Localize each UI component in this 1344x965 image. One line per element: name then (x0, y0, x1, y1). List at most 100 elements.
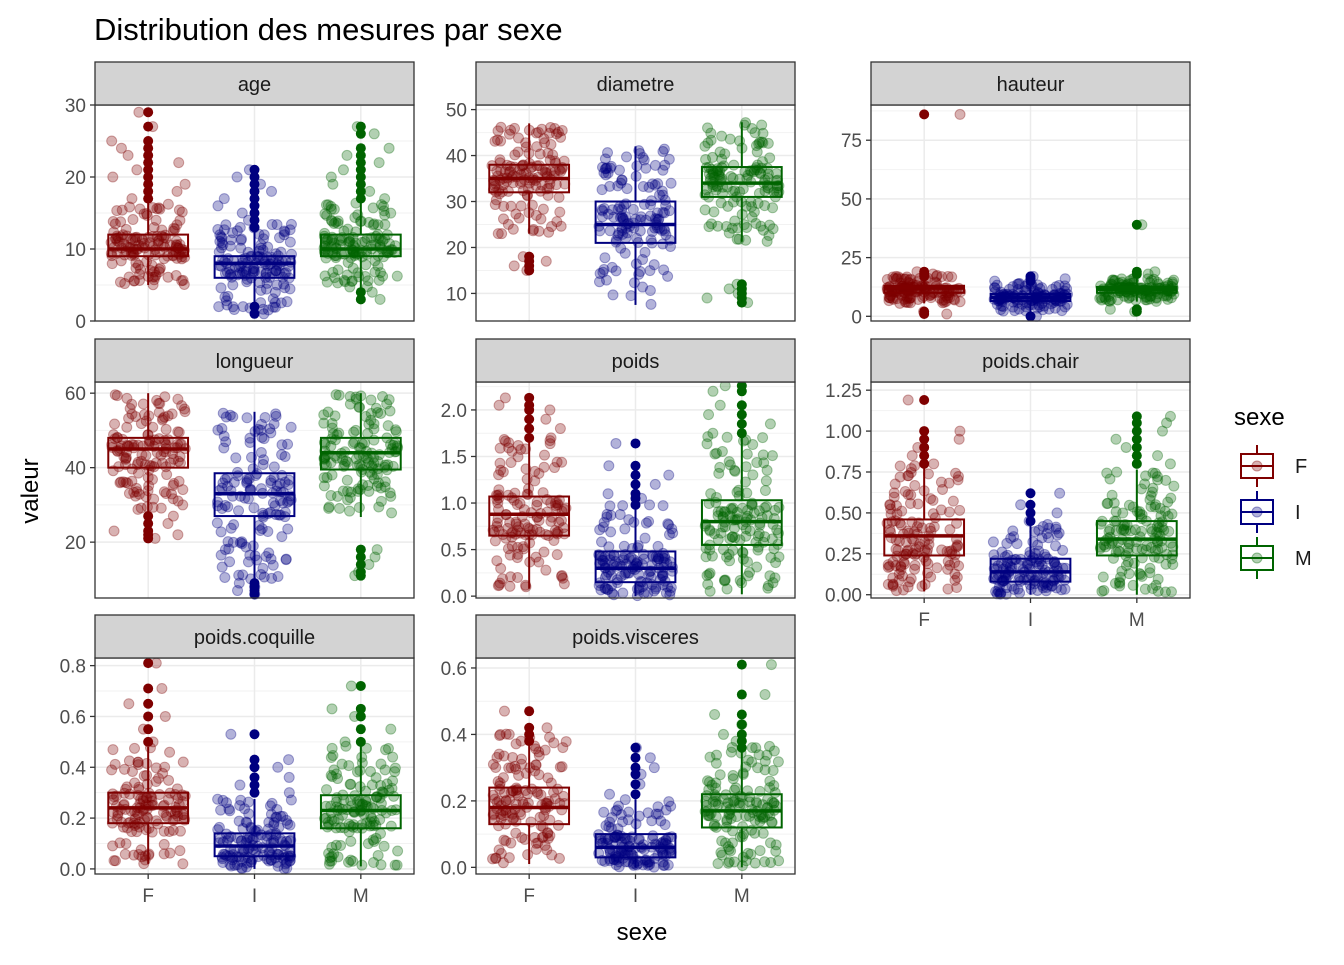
outlier-point (143, 143, 154, 154)
y-tick-label: 0.75 (825, 463, 862, 484)
outlier-point (524, 414, 535, 425)
jitter-point (115, 216, 127, 228)
jitter-point (600, 169, 612, 181)
jitter-point (757, 449, 769, 461)
jitter-point (325, 203, 337, 215)
jitter-point (658, 207, 670, 219)
jitter-point (726, 222, 738, 234)
y-tick-label: 0.2 (60, 809, 86, 830)
chart-title: Distribution des mesures par sexe (94, 12, 563, 47)
jitter-point (704, 544, 716, 556)
outlier-point (1025, 499, 1036, 510)
jitter-point (361, 232, 373, 244)
jitter-point (318, 472, 330, 484)
jitter-point (126, 398, 138, 410)
jitter-point (598, 264, 610, 276)
jitter-point (385, 820, 397, 832)
jitter-point (117, 476, 129, 488)
jitter-point (241, 861, 253, 873)
jitter-point (596, 184, 608, 196)
jitter-point (504, 165, 516, 177)
jitter-point (321, 276, 333, 288)
jitter-point (107, 840, 119, 852)
jitter-point (225, 234, 237, 246)
jitter-point (551, 549, 563, 561)
jitter-point (545, 122, 557, 134)
jitter-point (325, 171, 337, 183)
jitter-point (271, 279, 283, 291)
jitter-point (954, 504, 966, 516)
jitter-point (111, 390, 123, 402)
jitter-point (1111, 466, 1123, 478)
outlier-point (143, 724, 154, 735)
jitter-point (946, 545, 958, 557)
jitter-point (534, 811, 546, 823)
jitter-point (236, 538, 248, 550)
jitter-point (110, 232, 122, 244)
jitter-point (152, 235, 164, 247)
outlier-point (143, 511, 154, 522)
outlier-point (355, 157, 366, 168)
jitter-point (529, 475, 541, 487)
jitter-point (111, 205, 123, 217)
jitter-point (332, 215, 344, 227)
jitter-point (505, 837, 517, 849)
jitter-point (631, 160, 643, 172)
jitter-point (552, 819, 564, 831)
outlier-point (143, 698, 154, 709)
jitter-point (215, 282, 227, 294)
jitter-point (348, 426, 360, 438)
jitter-point (744, 165, 756, 177)
jitter-point (640, 162, 652, 174)
jitter-point (115, 142, 127, 154)
box-age-m (319, 121, 402, 305)
jitter-point (631, 232, 643, 244)
jitter-point (231, 171, 243, 183)
jitter-point (716, 153, 728, 165)
jitter-point (159, 437, 171, 449)
facet-age: age 0 10 20 30 (65, 61, 415, 333)
jitter-point (533, 225, 545, 237)
jitter-point (497, 213, 509, 225)
jitter-point (334, 502, 346, 514)
jitter-point (285, 218, 297, 230)
jitter-point (649, 159, 661, 171)
jitter-point (614, 211, 626, 223)
outlier-point (355, 179, 366, 190)
jitter-point (703, 221, 715, 233)
jitter-point (751, 146, 763, 158)
jitter-point (153, 263, 165, 275)
jitter-point (1104, 303, 1116, 315)
jitter-point (236, 207, 248, 219)
x-tick-label: F (523, 886, 535, 907)
jitter-point (531, 160, 543, 172)
facet-longueur: longueur 20 40 60 (65, 338, 415, 600)
jitter-point (345, 835, 357, 847)
jitter-point (702, 122, 714, 134)
jitter-point (345, 680, 357, 692)
jitter-point (719, 148, 731, 160)
jitter-point (532, 126, 544, 138)
jitter-point (513, 212, 525, 224)
jitter-point (108, 525, 120, 537)
jitter-point (729, 465, 741, 477)
jitter-point (887, 579, 899, 591)
jitter-point (750, 742, 762, 754)
jitter-point (216, 561, 228, 573)
jitter-point (371, 544, 383, 556)
jitter-point (1151, 471, 1163, 483)
jitter-point (726, 504, 738, 516)
jitter-point (1116, 565, 1128, 577)
jitter-point (230, 452, 242, 464)
jitter-point (320, 199, 332, 211)
jitter-point (267, 301, 279, 313)
jitter-point (257, 511, 269, 523)
jitter-point (552, 126, 564, 138)
jitter-point (612, 203, 624, 215)
jitter-point (353, 502, 365, 514)
jitter-point (234, 221, 246, 233)
jitter-point (893, 568, 905, 580)
jitter-point (258, 229, 270, 241)
jitter-point (372, 260, 384, 272)
jitter-point (123, 698, 135, 710)
